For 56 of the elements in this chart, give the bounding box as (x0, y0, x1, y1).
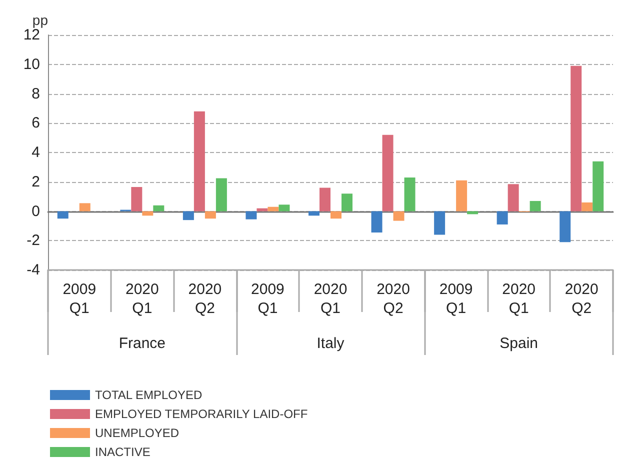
legend-label: TOTAL EMPLOYED (95, 388, 202, 402)
y-tick-label: 0 (32, 202, 40, 220)
y-tick-label: 2 (32, 173, 40, 190)
y-tick-label: 4 (32, 144, 40, 161)
y-tick-label: 6 (32, 114, 40, 132)
bar (216, 178, 227, 212)
text: France (118, 335, 166, 352)
bar (496, 211, 508, 224)
bar (434, 211, 446, 235)
bar (456, 180, 468, 212)
bar (204, 211, 216, 219)
x-tick-label: 2020 Q1 (125, 281, 159, 317)
y-tick-label: -2 (26, 232, 40, 250)
bar (57, 211, 68, 219)
y-tick-label: 8 (32, 85, 40, 102)
x-tick-label: 2009 Q1 (251, 281, 284, 317)
x-tick-label: 2009 Q1 (439, 281, 473, 317)
bar (194, 111, 205, 212)
bar (530, 200, 541, 212)
bar (582, 202, 593, 212)
x-tick-label: 2020 Q2 (564, 281, 598, 317)
bar (382, 134, 394, 212)
bar (330, 211, 342, 219)
bar (393, 211, 404, 221)
y-tick-label: 10 (23, 56, 40, 73)
bar (371, 211, 382, 233)
bar (404, 177, 416, 212)
legend-label: EMPLOYED TEMPORARILY LAID-OFF (95, 407, 308, 421)
y-tick-label: -4 (26, 262, 40, 278)
bar (153, 205, 164, 212)
bar (79, 203, 90, 212)
bar (508, 184, 519, 212)
bar (182, 211, 194, 220)
bar (320, 188, 330, 212)
y-tick-label: 12 (23, 26, 40, 44)
bar (342, 194, 352, 212)
x-tick-label: 2020 Q2 (188, 281, 222, 317)
bar (246, 211, 257, 220)
x-tick-label: 2020 Q1 (314, 281, 348, 317)
bar (592, 161, 604, 212)
bar (268, 206, 279, 212)
bar (278, 204, 290, 212)
x-tick-label: 2009 Q1 (62, 281, 96, 317)
x-tick-label: 2020 Q1 (502, 281, 536, 317)
bar (256, 208, 268, 212)
legend-label: UNEMPLOYED (95, 426, 180, 440)
text: Italy (316, 335, 345, 352)
text: Spain (500, 335, 538, 352)
x-tick-label: 2020 Q2 (376, 281, 410, 317)
legend-label: INACTIVE (95, 445, 150, 459)
bar (570, 66, 582, 212)
bar (308, 211, 320, 216)
y-axis-title: pp (32, 12, 48, 28)
bar (142, 211, 154, 216)
bar (560, 211, 571, 242)
bar (131, 187, 142, 212)
